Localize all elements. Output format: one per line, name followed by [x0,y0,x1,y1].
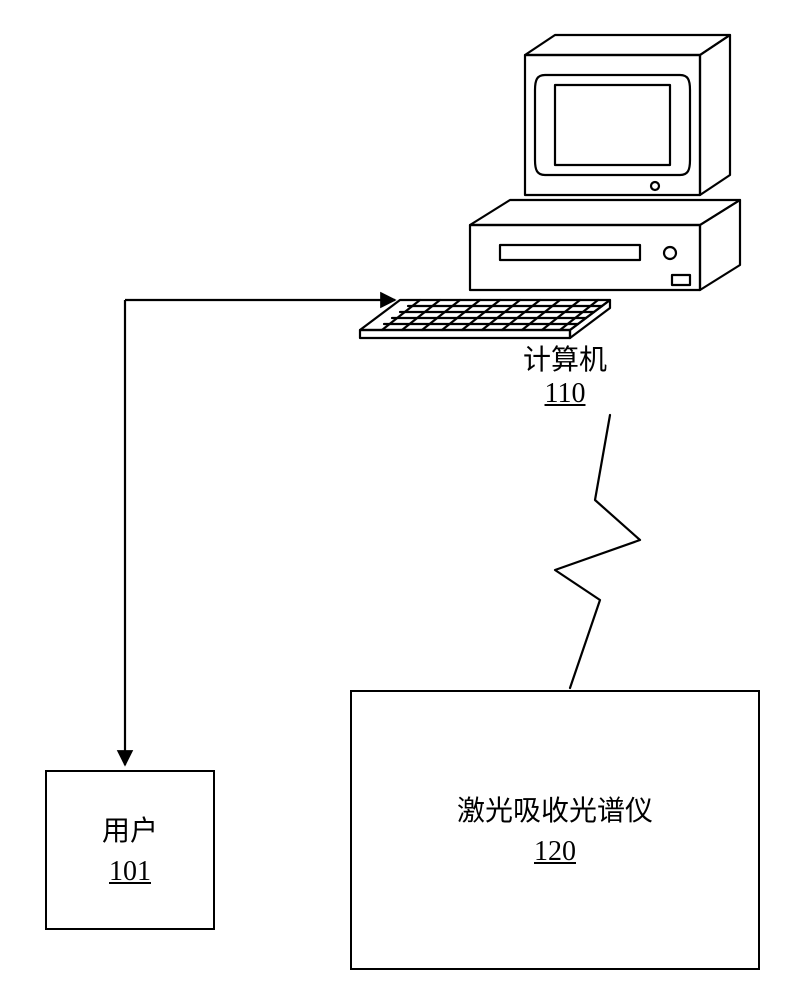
spectrometer-number: 120 [534,836,576,868]
computer-label-block: 计算机 110 [500,338,630,410]
diagram-stage: 用户 101 激光吸收光谱仪 120 计算机 110 [0,0,809,1000]
computer-label: 计算机 [500,338,630,378]
spectrometer-node: 激光吸收光谱仪 120 [350,690,760,970]
computer-number: 110 [500,378,630,410]
user-node: 用户 101 [45,770,215,930]
user-label: 用户 [102,812,158,851]
spectrometer-label: 激光吸收光谱仪 [457,792,653,831]
user-number: 101 [109,856,151,888]
